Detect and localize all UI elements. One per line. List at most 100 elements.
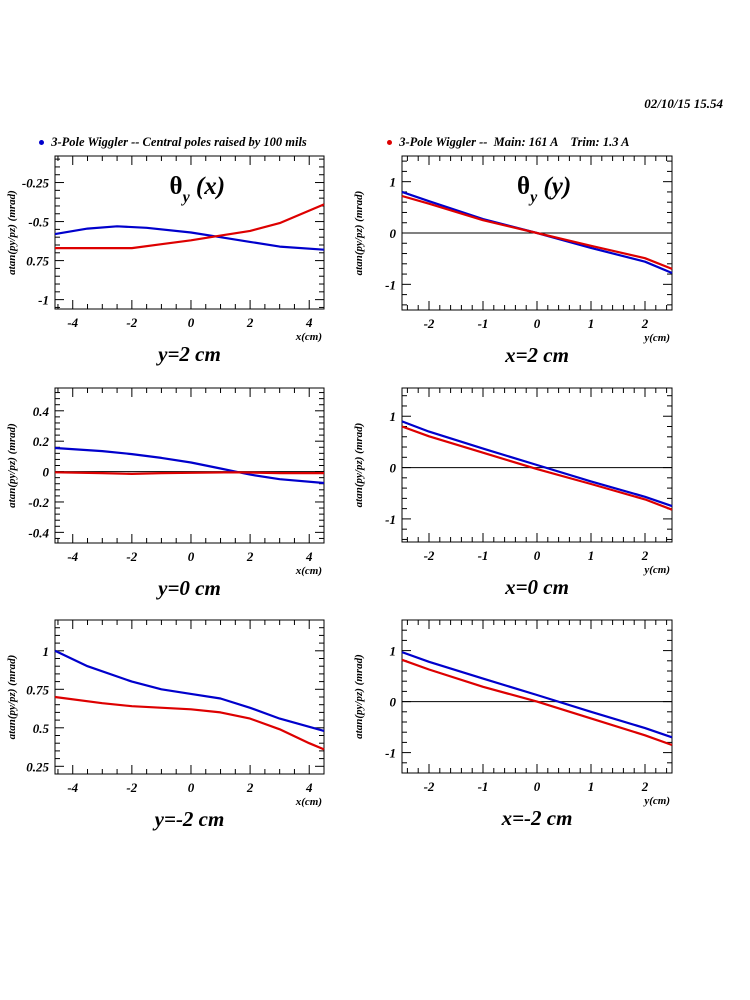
x-tick-label: -2: [126, 549, 137, 564]
x-tick-label: -2: [424, 316, 435, 331]
series-line-blue: [54, 225, 325, 251]
y-tick-label: 0.2: [33, 434, 50, 449]
panel-caption: x=0 cm: [504, 575, 569, 599]
panel-bottom-right: -2 -1 0 1 2 -1 0 1 y(cm) atan(py/pz) (mrad) x=-2 c…: [353, 619, 673, 830]
y-tick-label: 1: [43, 644, 50, 659]
panel-caption: y=2 cm: [155, 342, 221, 366]
x-axis-label: y(cm): [642, 795, 670, 807]
y-tick-label: 0: [390, 226, 397, 241]
x-tick-label: 1: [588, 316, 595, 331]
x-tick-label: -4: [67, 549, 78, 564]
y-tick-label: -1: [38, 293, 49, 308]
y-axis-label: atan(py/pz) (mrad): [6, 655, 18, 740]
y-tick-label: -0.4: [28, 525, 49, 540]
series-line-red: [54, 695, 325, 751]
y-tick-label: 1: [390, 409, 397, 424]
x-tick-label: 0: [188, 780, 195, 795]
plot-frame: [54, 387, 325, 544]
x-tick-label: -4: [67, 315, 78, 330]
x-tick-label: 4: [305, 315, 313, 330]
panel-caption: x=-2 cm: [501, 806, 573, 830]
plot-frame: [54, 155, 325, 310]
x-tick-label: 0: [534, 548, 541, 563]
series-line-red: [54, 471, 324, 475]
panel-top-right: -2 -1 0 1 2 -1 0 1 y(cm) atan(py/pz) (mrad) θy (y)…: [353, 155, 673, 367]
panel-top-left: -4 -2 0 2 4 -1 0.75 -0.5 -0.25 x(cm) atan(py/pz) (…: [6, 155, 325, 366]
x-axis-label: x(cm): [295, 565, 322, 577]
x-tick-label: -1: [478, 779, 489, 794]
series-line-red: [401, 425, 673, 511]
y-axis-label: atan(py/pz) (mrad): [353, 191, 365, 276]
x-tick-label: 2: [641, 779, 649, 794]
y-tick-label: 0.25: [26, 759, 49, 774]
y-tick-label: 0: [390, 695, 397, 710]
series-line-blue: [54, 649, 325, 732]
panel-bottom-left: -4 -2 0 2 4 0.25 0.5 0.75 1 x(cm) atan(py/pz) (mra…: [6, 619, 325, 831]
x-tick-label: -4: [67, 780, 78, 795]
y-tick-label: 1: [390, 644, 397, 659]
series-line-blue: [401, 420, 673, 508]
x-tick-label: 2: [246, 549, 254, 564]
panel-title: θy (x): [170, 173, 226, 206]
plot-frame: [54, 619, 325, 775]
x-tick-label: -2: [126, 780, 137, 795]
x-axis-label: x(cm): [295, 796, 322, 808]
x-tick-label: 0: [188, 315, 195, 330]
legend-marker-blue: [39, 139, 45, 145]
y-tick-label: -0.25: [22, 176, 50, 191]
plot-frame: [401, 619, 673, 774]
x-tick-label: 4: [305, 549, 313, 564]
x-axis-label: x(cm): [295, 331, 322, 343]
x-axis-label: y(cm): [642, 564, 670, 576]
panel-middle-left: -4 -2 0 2 4 -0.4 -0.2 0 0.2 0.4 x(cm) atan(py/pz) (…: [6, 387, 325, 600]
y-axis-label: atan(py/pz) (mrad): [6, 423, 18, 508]
series-line-red: [55, 203, 325, 250]
x-tick-label: -2: [424, 548, 435, 563]
x-axis-label: y(cm): [642, 332, 670, 344]
y-tick-label: -0.2: [28, 495, 49, 510]
y-tick-label: -1: [385, 746, 396, 761]
series-line-red: [401, 194, 673, 270]
panel-caption: y=-2 cm: [152, 807, 225, 831]
y-tick-label: 0.75: [26, 682, 49, 697]
y-tick-label: 0.5: [33, 721, 50, 736]
x-tick-label: -2: [424, 779, 435, 794]
y-axis-label: atan(py/pz) (mrad): [6, 190, 18, 275]
legend-label-blue: 3-Pole Wiggler -- Central poles raised b…: [51, 135, 307, 149]
y-axis-label: atan(py/pz) (mrad): [353, 423, 365, 508]
y-tick-label: -1: [385, 277, 396, 292]
x-tick-label: -1: [478, 316, 489, 331]
x-tick-label: 2: [246, 315, 254, 330]
series-line-blue: [401, 651, 673, 739]
panel-caption: x=2 cm: [504, 343, 569, 367]
y-tick-label: -1: [385, 512, 396, 527]
panel-middle-right: -2 -1 0 1 2 -1 0 1 y(cm) atan(py/pz) (mrad) x=0 cm: [353, 387, 673, 599]
x-tick-label: 2: [641, 316, 649, 331]
x-tick-label: 2: [641, 548, 649, 563]
x-tick-label: -1: [478, 548, 489, 563]
legend-marker-red: [387, 139, 393, 145]
series-line-blue: [54, 446, 325, 485]
panel-title: θy (y): [517, 173, 571, 206]
y-tick-label: 0.4: [33, 404, 50, 419]
y-tick-label: 0: [390, 461, 397, 476]
y-tick-label: 1: [390, 175, 397, 190]
x-tick-label: 2: [246, 780, 254, 795]
legend-label-red: 3-Pole Wiggler -- Main: 161 A Trim: 1.3 …: [399, 135, 630, 149]
y-tick-label: 0.75: [26, 254, 49, 269]
x-tick-label: 1: [588, 548, 595, 563]
y-tick-label: 0: [43, 465, 50, 480]
x-tick-label: 0: [534, 316, 541, 331]
x-tick-label: 1: [588, 779, 595, 794]
legend-entry-blue: 3-Pole Wiggler -- Central poles raised b…: [33, 120, 307, 150]
x-tick-label: -2: [126, 315, 137, 330]
panel-caption: y=0 cm: [155, 576, 221, 600]
legend-entry-red: 3-Pole Wiggler -- Main: 161 A Trim: 1.3 …: [381, 120, 629, 150]
x-tick-label: 0: [534, 779, 541, 794]
x-tick-label: 0: [188, 549, 195, 564]
series-line-red: [401, 658, 673, 747]
x-tick-label: 4: [305, 780, 313, 795]
y-tick-label: -0.5: [28, 215, 49, 230]
y-axis-label: atan(py/pz) (mrad): [353, 654, 365, 739]
